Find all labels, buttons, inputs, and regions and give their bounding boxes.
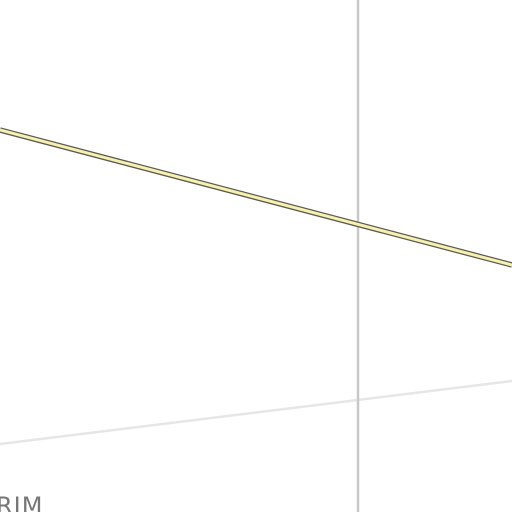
place-label: RIM: [0, 492, 44, 512]
major-road-fill: [0, 128, 512, 267]
minor-road: [0, 379, 512, 446]
